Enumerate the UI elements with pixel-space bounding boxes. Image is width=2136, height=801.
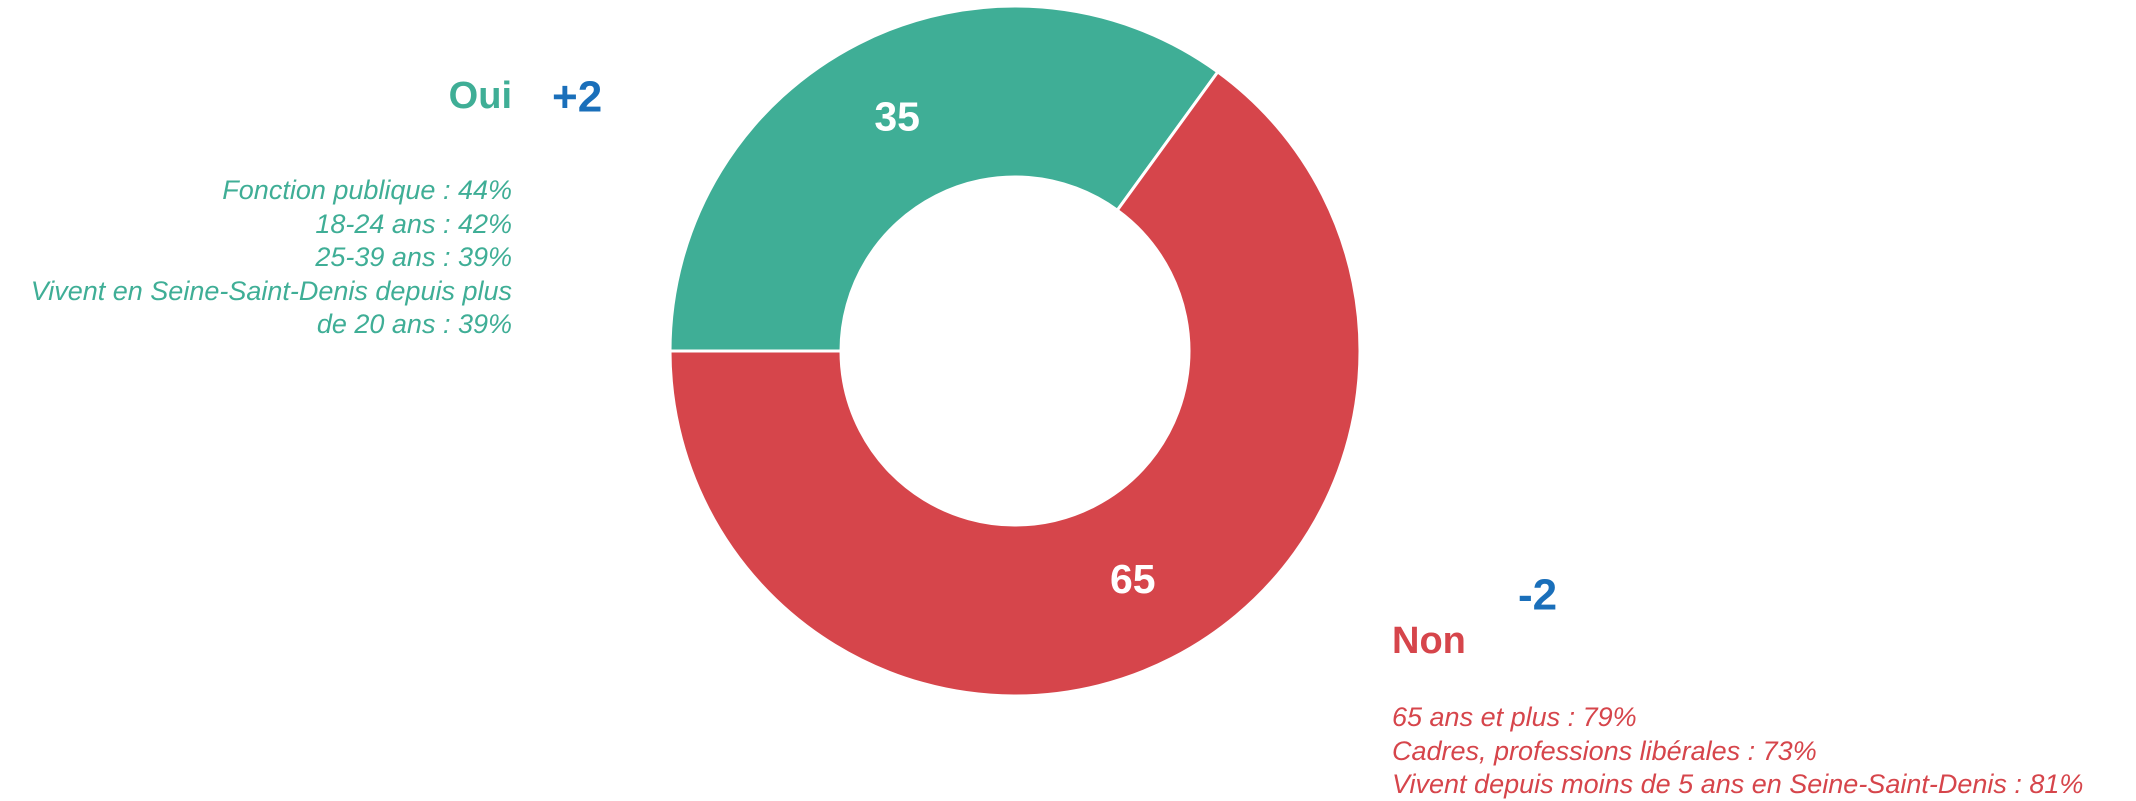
data-label: 35 [874,94,920,140]
legend-label: Non [1392,620,1466,662]
donut-slice [668,69,1362,698]
change-label: -2 [1518,571,1557,620]
notes: Fonction publique : 44% 18-24 ans : 42% 25… [7,174,512,342]
note-line: Vivent en Seine-Saint-Denis depuis plus … [30,275,512,340]
data-label: 65 [1110,556,1156,602]
notes: 65 ans et plus : 79% Cadres, professions … [1392,701,2132,801]
note-line: 18-24 ans : 42% [315,208,512,239]
change-label: +2 [552,73,602,122]
legend-label: Oui [449,75,512,117]
note-line: 25-39 ans : 39% [315,242,512,272]
note-line: Fonction publique : 44% [222,175,512,205]
note-line: 65 ans et plus : 79% [1392,702,1637,732]
donut-slice [668,4,1220,353]
note-line: Vivent depuis moins de 5 ans en Seine-Sa… [1392,769,2084,799]
note-line: Cadres, professions libérales : 73% [1392,735,1817,766]
